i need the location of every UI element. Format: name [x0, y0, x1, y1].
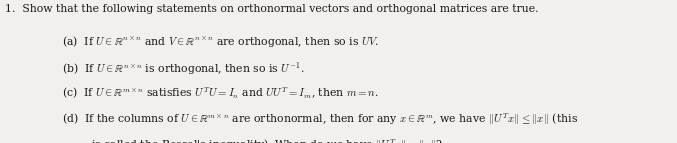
- Text: (a)  If $U \in \mathbb{R}^{n\times n}$ and $V \in \mathbb{R}^{n\times n}$ are or: (a) If $U \in \mathbb{R}^{n\times n}$ an…: [62, 34, 380, 49]
- Text: (c)  If $U \in \mathbb{R}^{m\times n}$ satisfies $U^TU = I_n$ and $UU^T = I_m$, : (c) If $U \in \mathbb{R}^{m\times n}$ sa…: [62, 86, 379, 101]
- Text: (b)  If $U \in \mathbb{R}^{n\times n}$ is orthogonal, then so is $U^{-1}$.: (b) If $U \in \mathbb{R}^{n\times n}$ is…: [62, 60, 305, 77]
- Text: is called the Bessel's inequality). When do we have $\|U^Tx\| = \|x\|$?: is called the Bessel's inequality). When…: [91, 137, 443, 143]
- Text: 1.  Show that the following statements on orthonormal vectors and orthogonal mat: 1. Show that the following statements on…: [5, 4, 539, 14]
- Text: (d)  If the columns of $U \in \mathbb{R}^{m\times n}$ are orthonormal, then for : (d) If the columns of $U \in \mathbb{R}^…: [62, 112, 578, 127]
